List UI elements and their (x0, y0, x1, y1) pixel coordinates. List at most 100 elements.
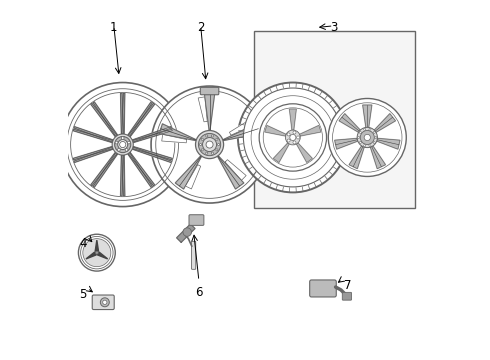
Text: 2: 2 (197, 21, 204, 33)
FancyBboxPatch shape (192, 241, 196, 269)
Polygon shape (349, 146, 364, 169)
Polygon shape (74, 147, 113, 162)
Circle shape (206, 152, 208, 154)
Circle shape (216, 138, 218, 140)
Text: 7: 7 (344, 279, 351, 292)
Circle shape (206, 135, 208, 137)
Text: 5: 5 (79, 288, 86, 301)
Circle shape (364, 145, 366, 147)
Polygon shape (374, 114, 395, 132)
Polygon shape (370, 146, 386, 169)
Circle shape (112, 134, 133, 155)
Text: 6: 6 (195, 286, 203, 299)
Polygon shape (218, 156, 244, 189)
Polygon shape (377, 138, 400, 149)
Polygon shape (132, 127, 172, 142)
Circle shape (78, 234, 115, 271)
Polygon shape (122, 155, 125, 196)
Circle shape (293, 131, 296, 134)
Circle shape (359, 141, 361, 144)
Circle shape (375, 136, 377, 139)
Circle shape (120, 141, 126, 148)
FancyBboxPatch shape (310, 280, 336, 297)
Polygon shape (132, 147, 172, 162)
Circle shape (115, 136, 131, 153)
Circle shape (122, 137, 124, 139)
Circle shape (151, 86, 268, 203)
Circle shape (328, 99, 406, 176)
Circle shape (357, 127, 377, 148)
Polygon shape (296, 143, 312, 162)
Circle shape (206, 141, 213, 148)
Circle shape (118, 148, 120, 151)
Circle shape (198, 134, 220, 156)
Polygon shape (229, 119, 253, 135)
Text: 1: 1 (110, 21, 118, 33)
Polygon shape (198, 97, 207, 122)
Circle shape (251, 96, 335, 179)
Polygon shape (175, 156, 202, 189)
Circle shape (81, 237, 113, 269)
FancyBboxPatch shape (92, 295, 114, 310)
Polygon shape (121, 93, 123, 134)
Circle shape (369, 145, 371, 147)
Polygon shape (177, 224, 195, 242)
Polygon shape (162, 134, 187, 143)
Text: 4: 4 (79, 237, 86, 250)
Circle shape (287, 133, 290, 136)
Circle shape (115, 141, 118, 144)
Polygon shape (93, 153, 118, 188)
Circle shape (118, 140, 128, 149)
Polygon shape (91, 103, 117, 137)
FancyBboxPatch shape (189, 215, 204, 225)
Circle shape (201, 149, 203, 151)
Text: 3: 3 (330, 21, 337, 33)
Circle shape (358, 136, 360, 139)
Circle shape (100, 298, 109, 307)
Circle shape (96, 251, 98, 254)
Polygon shape (121, 155, 123, 196)
Circle shape (201, 138, 203, 140)
Circle shape (103, 300, 107, 305)
Polygon shape (93, 102, 118, 136)
Polygon shape (335, 138, 358, 149)
Polygon shape (86, 252, 97, 259)
Polygon shape (225, 160, 246, 180)
Polygon shape (95, 240, 98, 251)
Circle shape (364, 128, 366, 130)
Polygon shape (339, 114, 360, 132)
Polygon shape (91, 152, 117, 186)
Polygon shape (74, 127, 113, 142)
FancyBboxPatch shape (343, 292, 351, 300)
Polygon shape (122, 93, 125, 134)
Polygon shape (159, 124, 196, 141)
Polygon shape (98, 252, 108, 259)
Circle shape (125, 148, 128, 151)
FancyBboxPatch shape (200, 87, 219, 95)
Circle shape (183, 228, 192, 237)
Polygon shape (290, 109, 296, 130)
Circle shape (202, 138, 217, 152)
Circle shape (364, 134, 370, 141)
Circle shape (218, 144, 220, 145)
Polygon shape (73, 129, 113, 143)
Circle shape (286, 130, 300, 145)
Polygon shape (265, 125, 286, 136)
Polygon shape (185, 165, 201, 189)
Circle shape (127, 141, 130, 144)
Polygon shape (204, 93, 215, 131)
Circle shape (61, 82, 185, 207)
Circle shape (373, 131, 375, 134)
Polygon shape (273, 143, 289, 162)
Circle shape (360, 130, 374, 144)
Polygon shape (363, 105, 372, 127)
Circle shape (359, 131, 361, 134)
Circle shape (211, 135, 214, 137)
Circle shape (287, 139, 290, 142)
Polygon shape (128, 102, 152, 136)
Circle shape (290, 134, 296, 140)
Circle shape (238, 82, 348, 192)
Circle shape (369, 128, 371, 130)
Circle shape (83, 239, 111, 267)
Circle shape (244, 88, 343, 187)
